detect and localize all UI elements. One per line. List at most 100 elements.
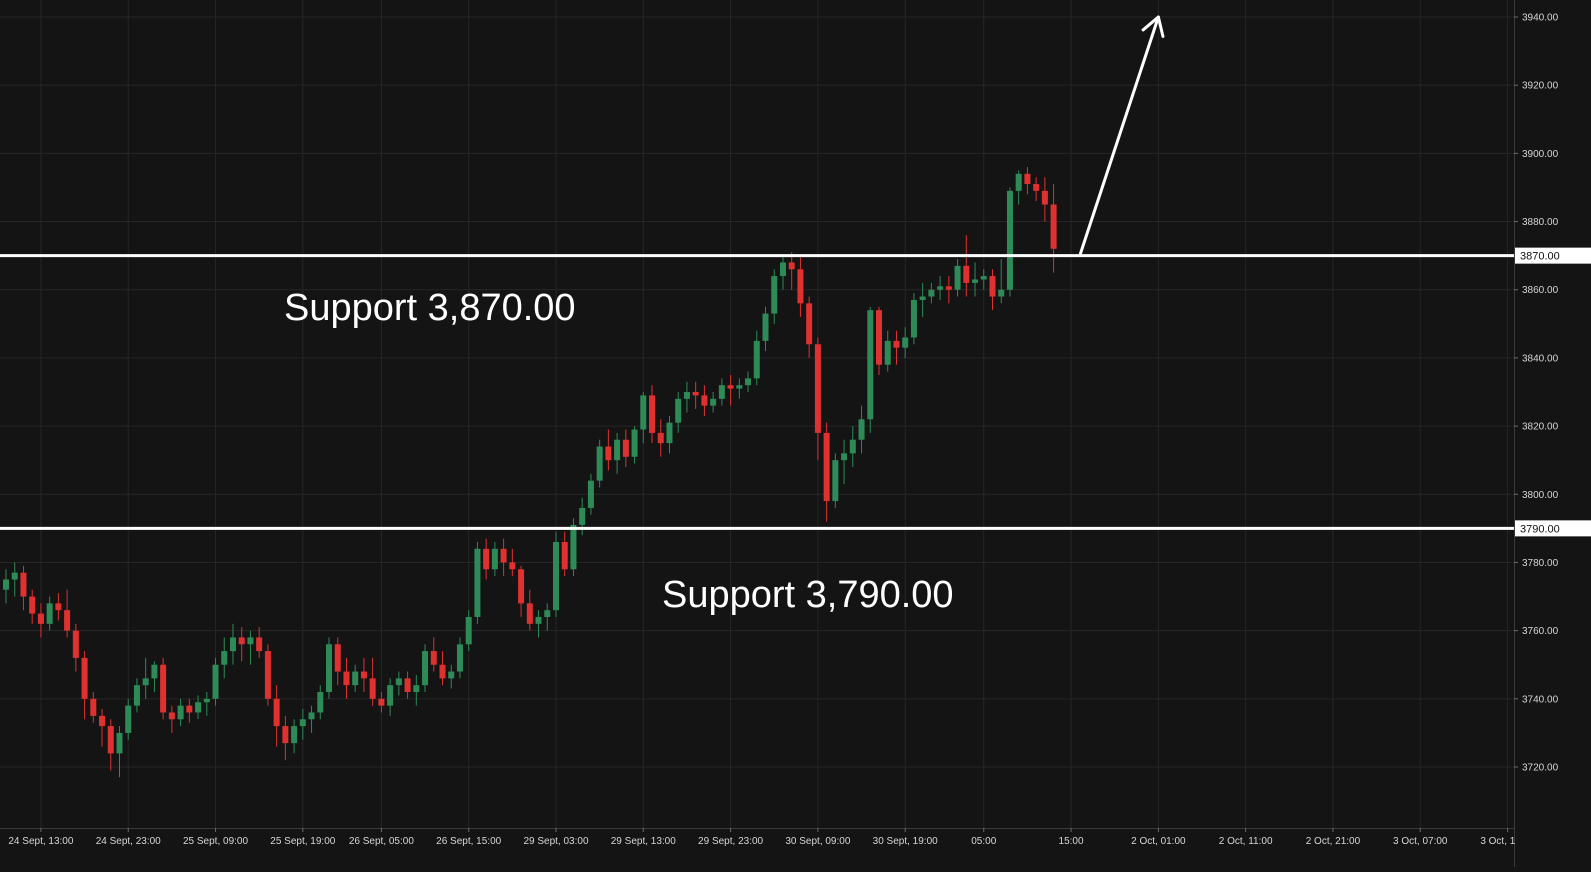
candle	[849, 426, 856, 467]
candle-body	[841, 453, 848, 461]
candle	[622, 429, 629, 467]
candle	[666, 415, 673, 454]
candle-body	[518, 569, 525, 604]
candle	[876, 306, 882, 375]
candle	[317, 685, 324, 720]
candle	[945, 276, 952, 304]
candle	[395, 671, 402, 696]
candle-body	[718, 385, 725, 399]
candle	[448, 664, 455, 689]
candle-body	[963, 265, 970, 283]
candle-body	[710, 398, 717, 406]
arrow-head	[1141, 15, 1165, 38]
price-tick-label: 3820.00	[1522, 422, 1559, 433]
candle	[422, 644, 429, 692]
candle-body	[605, 446, 612, 461]
candle	[509, 548, 516, 577]
time-tick-label: 26 Sept, 15:00	[436, 836, 501, 847]
candle	[282, 715, 289, 761]
candle	[299, 709, 306, 740]
time-tick-label: 2 Oct, 21:00	[1306, 836, 1361, 847]
candle	[753, 330, 760, 386]
candle-body	[125, 705, 132, 733]
candle-body	[902, 337, 909, 348]
candle	[640, 392, 647, 444]
candle-body	[727, 385, 734, 389]
time-tick-label: 24 Sept, 23:00	[96, 836, 161, 847]
candle-body	[980, 276, 987, 280]
arrow-shaft	[1078, 15, 1160, 258]
candle-body	[806, 303, 813, 345]
candle-body	[99, 715, 106, 727]
candle	[587, 473, 594, 515]
candle	[387, 678, 394, 716]
candle	[631, 426, 638, 464]
candle	[544, 603, 551, 631]
price-axis[interactable]: 3720.00 3740.00 3760.00 3780.00 3800.00 3820.…	[1514, 0, 1591, 867]
candle	[972, 262, 979, 297]
candle	[378, 692, 385, 713]
candle	[151, 661, 158, 692]
candle-body	[474, 548, 481, 617]
time-tick-label: 2 Oct, 01:00	[1131, 836, 1186, 847]
candle	[1024, 167, 1031, 195]
candle-body	[509, 562, 516, 570]
candle-body	[1006, 190, 1013, 290]
support-lines	[0, 254, 1514, 530]
time-axis[interactable]: 24 Sept, 13:00 24 Sept, 23:00 25 Sept, 09:…	[0, 828, 1591, 867]
candle-body	[107, 726, 114, 754]
price-tick-label: 3720.00	[1522, 763, 1559, 774]
candle-body	[762, 313, 769, 341]
candle	[439, 651, 446, 686]
time-tick-label: 3 Oct, 07:00	[1393, 836, 1448, 847]
price-tick-label: 3840.00	[1522, 353, 1559, 364]
candle-body	[282, 726, 289, 744]
candle	[797, 255, 804, 317]
candle-body	[954, 265, 961, 290]
price-line-badge	[1515, 520, 1591, 537]
candle-body	[64, 610, 71, 631]
candle-body	[378, 698, 385, 706]
candle-body	[343, 671, 350, 686]
candle-body	[736, 385, 743, 389]
candle	[107, 719, 114, 771]
candle-body	[579, 507, 586, 525]
candle	[247, 630, 254, 665]
candle	[771, 269, 778, 324]
candle	[1015, 170, 1022, 205]
price-tick-label: 3760.00	[1522, 626, 1559, 637]
candle-body	[526, 603, 533, 624]
candle	[683, 381, 690, 413]
candle-body	[823, 432, 830, 502]
candle	[552, 531, 559, 617]
price-tick-label: 3880.00	[1522, 217, 1559, 228]
candle	[823, 422, 830, 522]
annotations: Support 3,870.00 Support 3,790.00	[284, 287, 954, 616]
candle	[893, 330, 900, 365]
candle-body	[55, 603, 62, 611]
candle	[919, 282, 926, 317]
candle	[160, 657, 167, 720]
price-tick-label: 3800.00	[1522, 490, 1559, 501]
support-label: Support 3,870.00	[284, 287, 576, 329]
candle	[570, 518, 577, 577]
candle	[186, 698, 193, 723]
candle-body	[404, 678, 411, 692]
candle-body	[72, 630, 79, 658]
candle-body	[701, 395, 708, 406]
candle-body	[465, 617, 472, 645]
price-tick-label: 3900.00	[1522, 149, 1559, 160]
candle-body	[779, 262, 786, 277]
candle	[1041, 177, 1048, 222]
candle-body	[535, 617, 542, 624]
candle-body	[972, 279, 979, 283]
candle-body	[771, 276, 778, 314]
time-tick-label: 24 Sept, 13:00	[8, 836, 73, 847]
candle	[727, 374, 734, 406]
candle-body	[448, 671, 455, 679]
candle-body	[413, 685, 420, 692]
candle-body	[849, 439, 856, 454]
candle	[762, 306, 769, 352]
candle	[989, 269, 996, 311]
candle-body	[692, 392, 699, 396]
